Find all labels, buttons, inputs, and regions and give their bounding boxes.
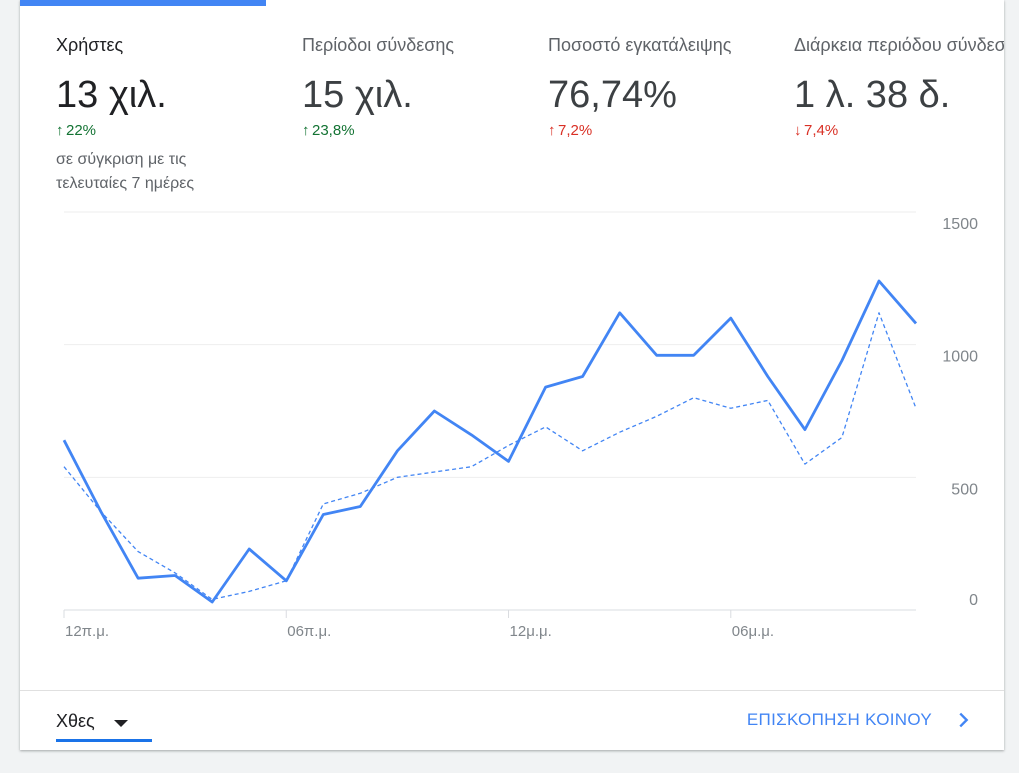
metric-delta: ↓ 7,4% <box>794 122 839 139</box>
users-line-chart: 0 500 1000 1500 12π.μ. 06π.μ. 12μ.μ. 06μ.μ. <box>62 211 978 640</box>
date-range-value: Χθες <box>56 711 95 731</box>
metric-tab-bounce-rate[interactable]: Ποσοστό εγκατάλειψης 76,74% ↑ 7,2% <box>548 34 794 140</box>
chevron-right-icon <box>959 712 969 728</box>
caret-down-icon <box>114 720 128 727</box>
arrow-down-icon: ↓ <box>794 122 802 139</box>
y-tick-label: 1500 <box>942 216 978 233</box>
card-footer: Χθες ΕΠΙΣΚΟΠΗΣΗ ΚΟΙΝΟΥ <box>20 690 1004 750</box>
date-range-dropdown[interactable]: Χθες <box>56 707 152 742</box>
metric-label: Ποσοστό εγκατάλειψης <box>548 35 732 55</box>
audience-overview-link[interactable]: ΕΠΙΣΚΟΠΗΣΗ ΚΟΙΝΟΥ <box>747 709 974 731</box>
metric-tab-sessions[interactable]: Περίοδοι σύνδεσης 15 χιλ. ↑ 23,8% <box>302 34 548 140</box>
metric-value: 76,74% <box>548 74 677 116</box>
x-tick-label: 12μ.μ. <box>510 623 552 640</box>
audience-overview-card: Χρήστες 13 χιλ. ↑ 22% σε σύγκριση με τις … <box>20 0 1004 750</box>
metric-value: 13 χιλ. <box>56 74 167 116</box>
y-tick-label: 0 <box>969 592 978 609</box>
arrow-up-icon: ↑ <box>302 122 310 139</box>
metric-delta: ↑ 23,8% <box>302 122 355 139</box>
metric-label: Διάρκεια περιόδου σύνδεσης <box>794 35 1004 55</box>
x-tick-label: 06π.μ. <box>287 623 331 640</box>
metric-value: 15 χιλ. <box>302 74 413 116</box>
arrow-up-icon: ↑ <box>56 122 64 139</box>
metric-label: Περίοδοι σύνδεσης <box>302 35 455 55</box>
metric-label: Χρήστες <box>56 35 124 55</box>
series-line-current <box>62 279 918 604</box>
series-line-comparison <box>63 312 917 601</box>
metric-tabs: Χρήστες 13 χιλ. ↑ 22% σε σύγκριση με τις … <box>20 0 1004 200</box>
y-tick-label: 500 <box>951 481 978 498</box>
comparison-note: σε σύγκριση με τις τελευταίες 7 ημέρες <box>56 151 195 192</box>
x-tick-label: 06μ.μ. <box>732 623 774 640</box>
audience-overview-link-label: ΕΠΙΣΚΟΠΗΣΗ ΚΟΙΝΟΥ <box>746 710 932 729</box>
x-tick-label: 12π.μ. <box>65 623 109 640</box>
arrow-up-icon: ↑ <box>548 122 556 139</box>
metric-delta: ↑ 7,2% <box>548 122 593 139</box>
active-tab-indicator <box>20 0 266 6</box>
metric-delta: ↑ 22% <box>56 122 97 139</box>
metric-tab-session-duration[interactable]: Διάρκεια περιόδου σύνδεσης 1 λ. 38 δ. ↓ 7… <box>794 34 1004 140</box>
metric-value: 1 λ. 38 δ. <box>794 74 951 116</box>
y-tick-label: 1000 <box>942 349 978 366</box>
metric-tab-users[interactable]: Χρήστες 13 χιλ. ↑ 22% σε σύγκριση με τις … <box>56 34 302 196</box>
